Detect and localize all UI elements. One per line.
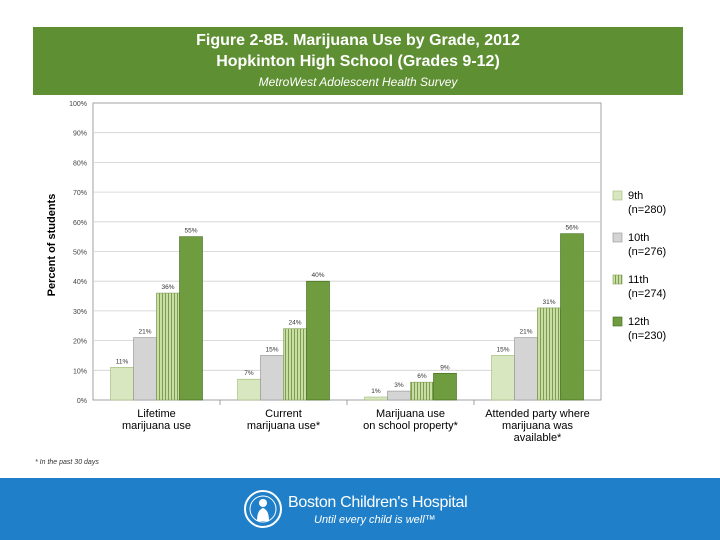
legend-label: 12th xyxy=(628,316,649,328)
y-tick-label: 90% xyxy=(73,131,87,138)
data-label: 7% xyxy=(244,370,254,377)
y-axis-ticks: 0% 10% 20% 30% 40% 50% 60% 70% 80% 90% 100% xyxy=(69,101,87,405)
data-label: 11% xyxy=(116,358,129,365)
legend-label: 11th xyxy=(628,274,649,286)
category-label-line: Lifetime xyxy=(137,408,176,420)
category-label: Lifetime marijuana use xyxy=(122,408,191,432)
data-label: 1% xyxy=(371,388,381,395)
legend-swatch-12th xyxy=(612,316,623,327)
data-label: 15% xyxy=(496,346,509,353)
y-tick-label: 30% xyxy=(73,309,87,316)
y-tick-label: 40% xyxy=(73,279,87,286)
bar-10th xyxy=(260,355,284,401)
brand-tagline: Until every child is well™ xyxy=(314,514,436,526)
bar-10th xyxy=(514,337,538,401)
bar-10th xyxy=(133,337,157,401)
footer-band: Boston Children's Hospital Until every c… xyxy=(0,478,720,540)
data-label: 15% xyxy=(265,346,278,353)
legend-n: (n=276) xyxy=(628,246,666,258)
category-label: Attended party where marijuana was availab… xyxy=(485,408,590,444)
bar-9th xyxy=(237,378,261,401)
legend-swatch-10th xyxy=(612,232,623,243)
legend-n: (n=280) xyxy=(628,204,666,216)
survey-name: MetroWest Adolescent Health Survey xyxy=(258,75,458,89)
footnote: * In the past 30 days xyxy=(35,459,99,466)
y-tick-label: 100% xyxy=(69,101,87,108)
y-tick-label: 60% xyxy=(73,220,87,227)
data-label: 24% xyxy=(288,320,301,327)
bar-11th xyxy=(283,328,307,401)
data-label: 6% xyxy=(417,373,427,380)
bars xyxy=(110,233,584,401)
data-label: 9% xyxy=(440,364,450,371)
category-label-line: marijuana use xyxy=(122,420,191,432)
bar-10th xyxy=(387,390,411,401)
bar-9th xyxy=(491,355,515,401)
chart-title: Figure 2-8B. Marijuana Use by Grade, 201… xyxy=(196,32,520,49)
data-label: 21% xyxy=(138,329,151,336)
bar-11th xyxy=(156,292,180,401)
legend-n: (n=274) xyxy=(628,288,666,300)
y-tick-label: 10% xyxy=(73,368,87,375)
bar-9th xyxy=(110,367,134,401)
bar-11th xyxy=(537,307,561,401)
legend-n: (n=230) xyxy=(628,330,666,342)
legend-swatch-9th xyxy=(612,190,623,201)
legend: 9th (n=280) 10th (n=276) 11th (n=274) 12th (n=2… xyxy=(612,190,666,342)
data-label: 55% xyxy=(184,228,197,235)
bar-12th xyxy=(560,233,584,401)
category-label-line: Current xyxy=(265,408,302,420)
category-label-line: Attended party where xyxy=(485,408,590,420)
data-label: 56% xyxy=(565,225,578,232)
category-label: Marijuana use on school property* xyxy=(363,408,458,432)
chart-header: Figure 2-8B. Marijuana Use by Grade, 201… xyxy=(33,27,683,95)
data-labels: 11% 21% 36% 55% 7% 15% 24% 40% 1% 3% 6% 9% 15% 21% 31%… xyxy=(116,225,579,395)
figure-panel: Figure 2-8B. Marijuana Use by Grade, 201… xyxy=(33,27,683,467)
category-label-line: Marijuana use xyxy=(376,408,445,420)
data-label: 40% xyxy=(311,272,324,279)
legend-swatch-11th xyxy=(612,274,623,285)
data-label: 21% xyxy=(519,329,532,336)
legend-label: 9th xyxy=(628,190,643,202)
hospital-logo-icon xyxy=(244,490,282,528)
bar-12th xyxy=(179,236,203,401)
bar-12th xyxy=(433,372,457,401)
chart-subtitle-school: Hopkinton High School (Grades 9-12) xyxy=(216,53,500,70)
category-label-line: marijuana was xyxy=(502,420,573,432)
data-label: 3% xyxy=(394,382,404,389)
legend-label: 10th xyxy=(628,232,649,244)
y-tick-label: 20% xyxy=(73,339,87,346)
category-label-line: marijuana use* xyxy=(247,420,321,432)
y-tick-label: 70% xyxy=(73,190,87,197)
y-axis-label: Percent of students xyxy=(46,194,58,297)
category-label-line: available* xyxy=(514,432,562,444)
bar-chart: 0% 10% 20% 30% 40% 50% 60% 70% 80% 90% 100% 11% 21%… xyxy=(35,101,666,466)
y-tick-label: 0% xyxy=(77,398,87,405)
y-tick-label: 80% xyxy=(73,160,87,167)
brand-name: Boston Children's Hospital xyxy=(288,494,468,511)
y-tick-label: 50% xyxy=(73,250,87,257)
bar-11th xyxy=(410,381,434,401)
bar-9th xyxy=(364,396,388,401)
category-label-line: on school property* xyxy=(363,420,458,432)
data-label: 31% xyxy=(542,299,555,306)
bar-12th xyxy=(306,280,330,401)
data-label: 36% xyxy=(161,284,174,291)
category-label: Current marijuana use* xyxy=(247,408,321,432)
